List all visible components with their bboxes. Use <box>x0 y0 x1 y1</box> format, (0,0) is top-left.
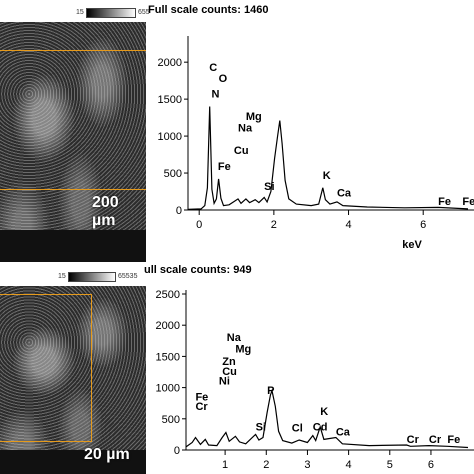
peak-label: Fe <box>195 392 208 404</box>
peak-label: Cr <box>407 434 420 446</box>
peak-label: Na <box>227 332 242 344</box>
peak-label: Cu <box>234 145 249 157</box>
lut-min-label: 15 <box>76 9 84 16</box>
x-tick-label: 2 <box>271 219 277 231</box>
peak-label: Cr <box>429 434 442 446</box>
peak-label: Cr <box>195 401 208 413</box>
lut-min-label: 15 <box>58 273 66 280</box>
x-tick-label: 4 <box>345 219 351 231</box>
full-scale-counts: Full scale counts: 1460 <box>148 4 269 16</box>
peak-label: N <box>212 89 220 101</box>
lut-max-label: 65535 <box>118 273 138 280</box>
sem-scalebar-band <box>0 230 146 262</box>
peak-label: Ca <box>337 188 352 200</box>
eds-panel-top: 15 655 Full scale counts: 1460 200 µm 0 5… <box>0 4 474 262</box>
y-tick-label: 500 <box>164 168 182 180</box>
roi-rectangle <box>0 294 92 442</box>
y-tick-label: 1500 <box>158 94 182 106</box>
x-tick-label: 3 <box>304 459 310 471</box>
spectrum-line <box>187 106 469 210</box>
y-tick-label: 500 <box>162 414 180 426</box>
scalebar-label: 200 µm <box>92 194 119 229</box>
y-tick-label: 0 <box>174 445 180 457</box>
peak-label: K <box>320 406 328 418</box>
x-tick-label: 5 <box>387 459 393 471</box>
scalebar-label: 20 µm <box>84 446 130 463</box>
sem-micrograph: 200 µm <box>0 22 146 262</box>
y-tick-label: 1000 <box>158 131 182 143</box>
y-tick-label: 1000 <box>156 383 180 395</box>
peak-label: Fe <box>438 196 451 208</box>
lut-gradient-bar <box>86 8 136 18</box>
roi-rectangle <box>0 50 146 190</box>
lut-gradient-bar <box>68 272 116 282</box>
y-tick-label: 1500 <box>156 351 180 363</box>
eds-panel-bottom: 15 65535 ull scale counts: 949 20 µm 0 50… <box>0 262 474 474</box>
peak-label: Cl <box>292 422 303 434</box>
y-tick-label: 0 <box>176 205 182 217</box>
peak-label: Fe <box>447 434 460 446</box>
x-tick-label: 6 <box>428 459 434 471</box>
lut-max-label: 655 <box>138 9 150 16</box>
peak-label: Na <box>238 123 253 135</box>
full-scale-counts: ull scale counts: 949 <box>144 264 252 276</box>
peak-label: P <box>267 385 274 397</box>
peak-label: Zn <box>222 356 236 368</box>
peak-label: Cd <box>313 422 328 434</box>
peak-label: Si <box>256 422 266 434</box>
peak-label: Ca <box>336 427 351 439</box>
sem-micrograph: 20 µm <box>0 286 146 474</box>
y-tick-label: 2000 <box>158 57 182 69</box>
y-tick-label: 2500 <box>156 289 180 301</box>
sem-scalebar-band <box>0 450 146 474</box>
x-tick-label: 6 <box>420 219 426 231</box>
peak-label: Si <box>264 181 274 193</box>
peak-label: Fe <box>462 196 474 208</box>
y-tick-label: 2000 <box>156 320 180 332</box>
x-axis-label: keV <box>402 239 422 251</box>
spectrum-line <box>185 388 469 449</box>
peak-label: C <box>209 62 217 74</box>
x-tick-label: 4 <box>346 459 352 471</box>
peak-label: Cu <box>222 366 237 378</box>
peak-label: Mg <box>246 111 262 123</box>
peak-label: K <box>323 170 331 182</box>
peak-label: O <box>219 73 228 85</box>
x-tick-label: 0 <box>196 219 202 231</box>
peak-label: Fe <box>218 161 231 173</box>
peak-label: Ni <box>219 375 230 387</box>
x-tick-label: 1 <box>222 459 228 471</box>
peak-label: Mg <box>235 344 251 356</box>
x-tick-label: 2 <box>263 459 269 471</box>
